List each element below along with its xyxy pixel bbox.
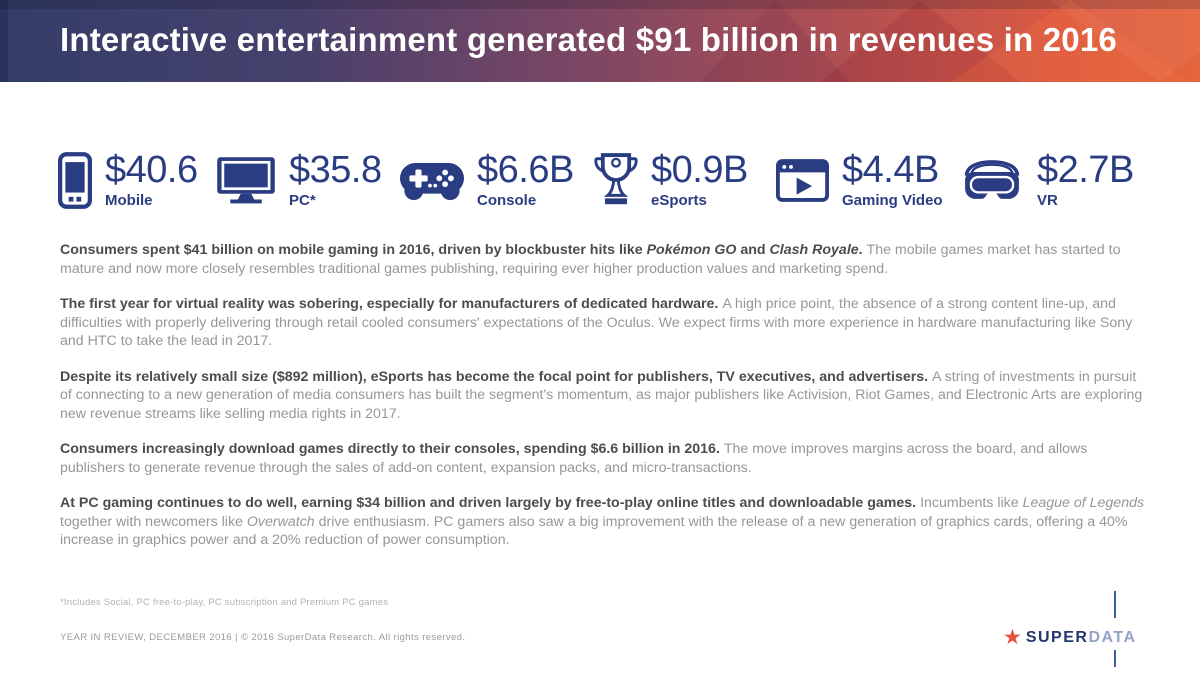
- paragraph: The first year for virtual reality was s…: [60, 295, 1148, 351]
- stat-value: $6.6B: [477, 149, 574, 192]
- text-segment: Consumers increasingly download games di…: [60, 441, 724, 457]
- logo-text-super: SUPER: [1025, 628, 1089, 646]
- star-icon: ★: [1003, 626, 1022, 649]
- text-segment: .: [858, 242, 867, 258]
- stats-row: $40.6 Mobile $35.8 PC*: [0, 138, 1200, 222]
- stat-value: $4.4B: [842, 149, 939, 192]
- stat-label: eSports: [651, 191, 707, 209]
- stat-label: Gaming Video: [842, 191, 943, 209]
- stat-pc: $35.8 PC*: [216, 138, 382, 222]
- superdata-logo: ★ SUPER DATA: [1003, 627, 1137, 648]
- text-segment: The first year for virtual reality was s…: [60, 296, 723, 312]
- text-segment: drive enthusiasm. PC gamers also saw a b…: [60, 513, 1128, 549]
- text-segment: Despite its relatively small size ($892 …: [60, 368, 933, 385]
- text-segment: At PC gaming continues to do well, earni…: [60, 495, 921, 511]
- stat-label: Mobile: [105, 191, 153, 209]
- text-segment: The mobile games market has started to m…: [60, 242, 1121, 277]
- text-segment: Clash Royale: [769, 242, 859, 258]
- stat-esports: $0.9B eSports: [594, 138, 748, 222]
- footer-text: YEAR IN REVIEW, DECEMBER 2016 | © 2016 S…: [60, 632, 466, 643]
- stat-label: PC*: [289, 191, 316, 209]
- smartphone-icon: [58, 151, 92, 209]
- gamepad-icon: [400, 160, 464, 201]
- text-segment: Incumbents like: [920, 495, 1023, 511]
- monitor-icon: [216, 156, 276, 204]
- paragraph: At PC gaming continues to do well, earni…: [60, 494, 1148, 550]
- text-segment: A high price point, the absence of a str…: [60, 296, 1133, 349]
- title-banner: Interactive entertainment generated $91 …: [0, 0, 1200, 82]
- logo-divider-bottom: [1114, 650, 1116, 667]
- video-window-icon: [776, 158, 829, 202]
- footnote: *Includes Social, PC free-to-play, PC su…: [60, 597, 389, 608]
- stat-label: Console: [477, 191, 537, 209]
- logo-divider-top: [1114, 591, 1116, 618]
- vr-goggles-icon: [960, 158, 1024, 202]
- stat-value: $35.8: [289, 149, 382, 192]
- stat-label: VR: [1037, 191, 1058, 209]
- stat-value: $40.6: [105, 149, 198, 192]
- text-segment: and: [736, 242, 770, 258]
- paragraph: Consumers spent $41 billion on mobile ga…: [60, 241, 1148, 278]
- text-segment: The move improves margins across the boa…: [60, 441, 1088, 476]
- stat-console: $6.6B Console: [400, 138, 574, 222]
- stat-vr: $2.7B VR: [960, 138, 1134, 222]
- text-segment: Overwatch: [246, 513, 315, 530]
- text-segment: Pokémon GO: [646, 242, 737, 258]
- text-segment: A string of investments in pursuit of co…: [60, 368, 1143, 422]
- paragraph: Despite its relatively small size ($892 …: [60, 368, 1148, 424]
- trophy-icon: [594, 152, 638, 208]
- text-segment: Consumers spent $41 billion on mobile ga…: [60, 242, 647, 258]
- text-segment: League of Legends: [1022, 495, 1145, 511]
- paragraphs: Consumers spent $41 billion on mobile ga…: [60, 241, 1148, 567]
- stat-mobile: $40.6 Mobile: [58, 138, 198, 222]
- stat-value: $0.9B: [651, 149, 748, 192]
- page-title: Interactive entertainment generated $91 …: [60, 21, 1117, 58]
- paragraph: Consumers increasingly download games di…: [60, 440, 1148, 477]
- text-segment: together with newcomers like: [60, 513, 247, 530]
- stat-value: $2.7B: [1037, 149, 1134, 192]
- logo-text-data: DATA: [1088, 628, 1137, 646]
- stat-video: $4.4B Gaming Video: [776, 138, 943, 222]
